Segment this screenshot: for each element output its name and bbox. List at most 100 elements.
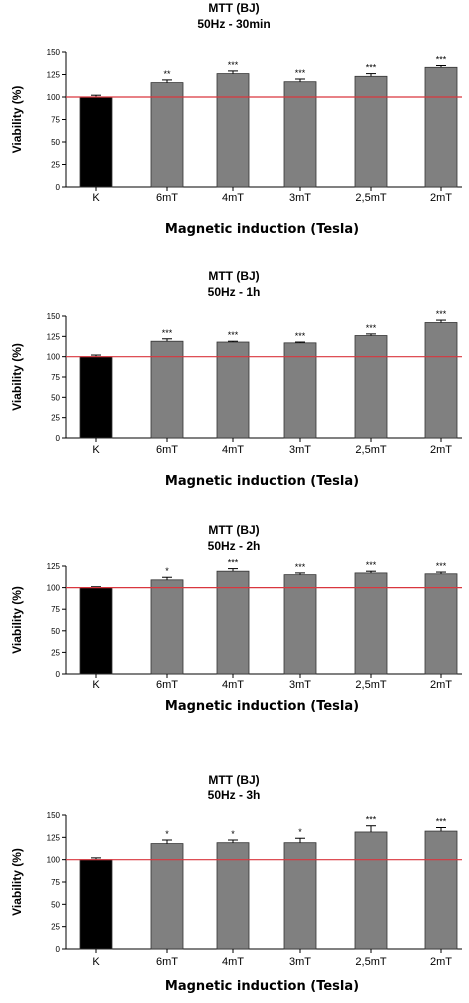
significance-label: *** [436,309,447,319]
y-tick-label: 100 [47,353,61,362]
significance-label: * [231,829,235,839]
significance-label: *** [162,328,173,338]
y-axis-label: Viability (%) [10,848,24,916]
bar [216,570,250,675]
significance-label: *** [228,558,239,568]
chart-subtitle: 50Hz - 3h [208,788,261,802]
y-axis-label: Viability (%) [10,343,24,411]
chart-panel-3h: MTT (BJ) 50Hz - 3h 0 25 50 75 100 125 150 Viabili… [0,772,469,1003]
y-tick-label: 50 [51,627,60,636]
y-tick-label: 75 [51,605,60,614]
x-tick-label: 3mT [289,192,311,204]
x-tick-label: 2,5mT [355,192,386,204]
x-tick-label: 2mT [430,444,452,456]
bar [283,842,317,950]
bar [283,342,317,439]
y-tick-label: 75 [51,116,60,125]
significance-label: *** [436,55,447,65]
x-tick-label: 3mT [289,444,311,456]
chart-svg: MTT (BJ) 50Hz - 30min 0 25 50 75 100 125 150 Viab… [10,1,462,237]
bar [216,341,250,439]
bar [354,572,388,675]
x-tick-label: 6mT [156,444,178,456]
bar [150,82,184,188]
bar [216,842,250,950]
y-tick-label: 100 [47,856,61,865]
bar [79,587,113,675]
y-tick-label: 0 [56,945,61,954]
y-tick-label: 75 [51,373,60,382]
bar [354,831,388,950]
significance-label: *** [366,560,377,570]
x-tick-label: 4mT [222,956,244,968]
x-tick-label: 3mT [289,956,311,968]
x-tick-label: 6mT [156,679,178,691]
x-axis-label: Magnetic induction (Tesla) [165,474,359,489]
y-tick-label: 0 [56,183,61,192]
chart-title: MTT (BJ) [208,523,259,537]
bar [283,574,317,675]
y-tick-label: 50 [51,393,60,402]
x-tick-label: 2mT [430,956,452,968]
x-tick-label: K [92,444,100,456]
y-axis-label: Viability (%) [10,86,24,154]
chart-panel-2h: MTT (BJ) 50Hz - 2h 0 25 50 75 100 125 Viability … [0,520,469,760]
x-tick-label: 4mT [222,444,244,456]
y-tick-label: 125 [47,562,61,571]
bar [150,843,184,950]
y-tick-label: 150 [47,312,61,321]
chart-svg: MTT (BJ) 50Hz - 1h 0 25 50 75 100 125 150 Viabili… [10,269,462,489]
chart-title: MTT (BJ) [208,1,259,15]
bar [216,73,250,188]
bar [424,830,458,950]
y-tick-label: 75 [51,878,60,887]
significance-label: *** [228,330,239,340]
significance-label: *** [295,331,306,341]
significance-label: * [298,827,302,837]
bar [354,335,388,439]
chart-subtitle: 50Hz - 30min [197,17,270,31]
bar [79,356,113,439]
significance-label: *** [436,817,447,827]
x-tick-label: 2,5mT [355,679,386,691]
x-tick-label: K [92,679,100,691]
y-tick-label: 0 [56,434,61,443]
x-axis-label: Magnetic induction (Tesla) [165,979,359,994]
y-tick-label: 125 [47,332,61,341]
x-tick-label: 4mT [222,679,244,691]
significance-label: * [165,566,169,576]
x-tick-label: 2mT [430,192,452,204]
chart-title: MTT (BJ) [208,773,259,787]
significance-label: *** [366,815,377,825]
y-tick-label: 150 [47,811,61,820]
x-axis-label: Magnetic induction (Tesla) [165,222,359,237]
significance-label: ** [163,69,171,79]
chart-svg: MTT (BJ)50Hz - 3h 0 25 50 75 100 125 150 Viabili… [10,773,462,994]
significance-label: * [165,829,169,839]
x-tick-label: 3mT [289,679,311,691]
significance-label: *** [366,63,377,73]
x-tick-label: 4mT [222,192,244,204]
x-tick-label: 6mT [156,192,178,204]
chart-panel-30min: MTT (BJ) 50Hz - 30min 0 25 50 75 100 125 150 Viab… [0,0,469,250]
bar [424,66,458,188]
bar [150,340,184,439]
significance-label: *** [366,323,377,333]
x-tick-label: K [92,956,100,968]
x-tick-label: 2mT [430,679,452,691]
chart-title: MTT (BJ) [208,269,259,283]
x-tick-label: 2,5mT [355,956,386,968]
y-tick-label: 100 [47,93,61,102]
significance-label: *** [436,561,447,571]
y-tick-label: 150 [47,48,61,57]
bar [79,859,113,950]
y-tick-label: 50 [51,138,60,147]
y-tick-label: 25 [51,923,60,932]
bar [150,579,184,675]
chart-subtitle: 50Hz - 2h [208,539,261,553]
chart-subtitle: 50Hz - 1h [208,285,261,299]
y-tick-label: 25 [51,648,60,657]
y-tick-label: 100 [47,584,61,593]
y-tick-label: 50 [51,900,60,909]
